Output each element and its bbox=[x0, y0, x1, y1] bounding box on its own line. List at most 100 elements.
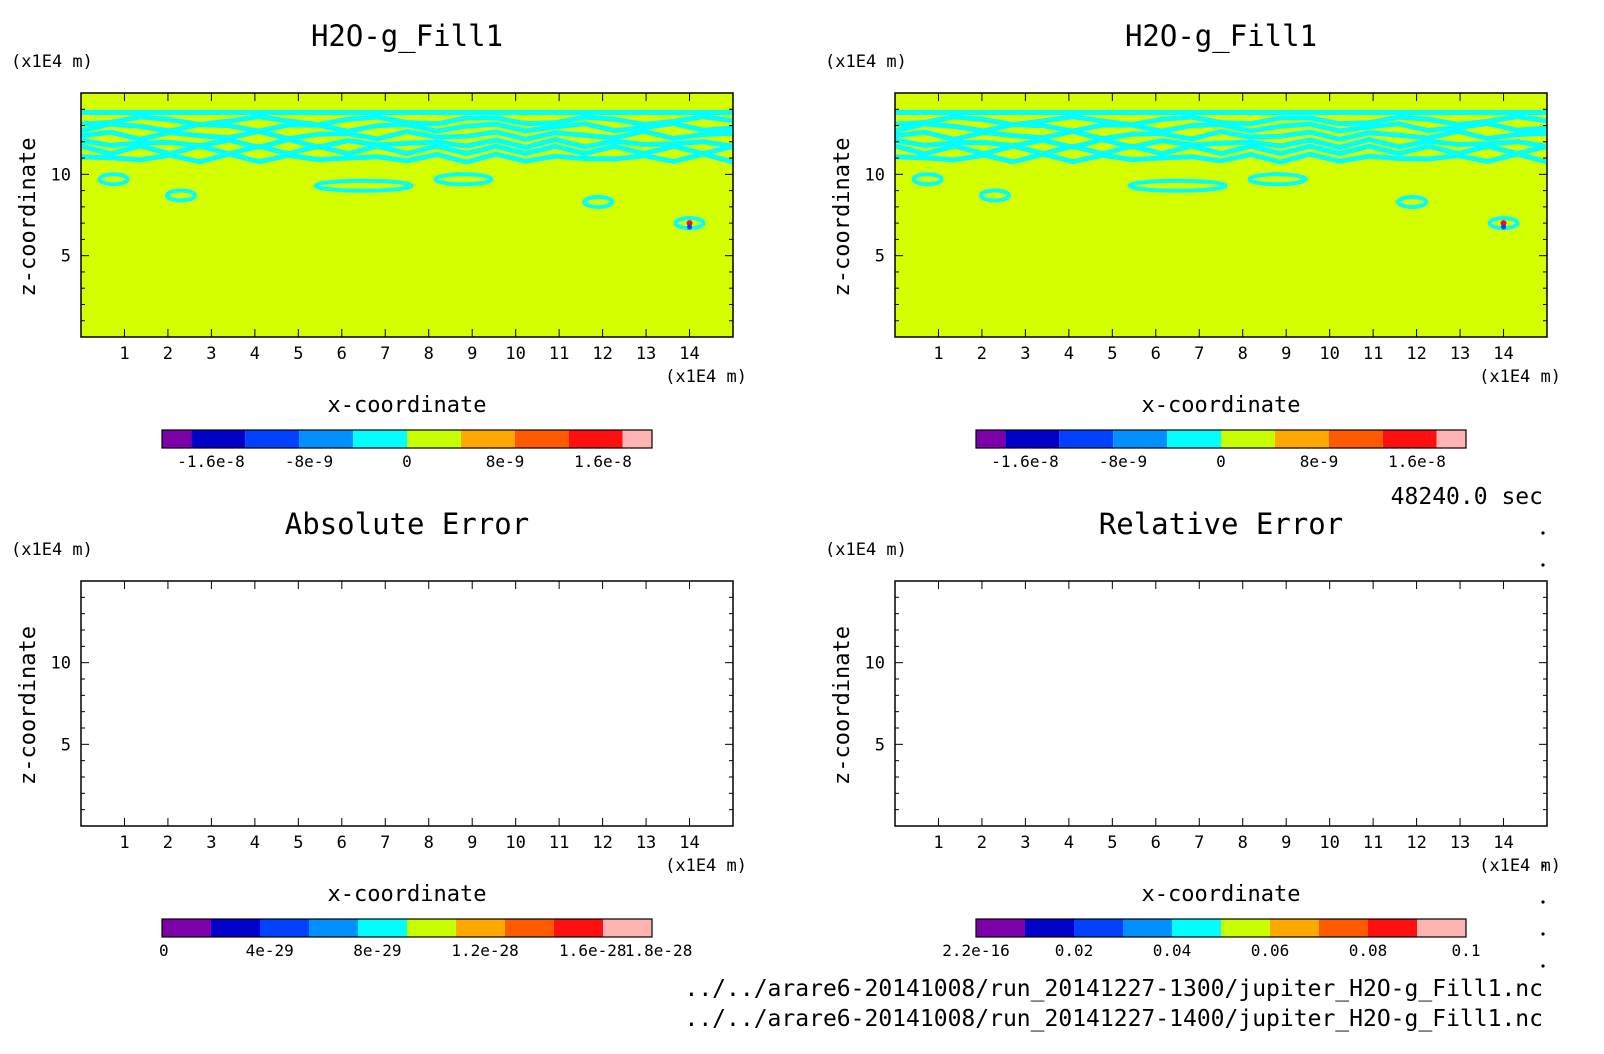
x-tick-label: 11 bbox=[549, 833, 569, 853]
x-tick-label: 10 bbox=[1319, 833, 1339, 853]
colorbar-swatch bbox=[299, 430, 354, 448]
colorbar: 2.2e-16 0.02 0.04 0.06 0.08 0.1 bbox=[942, 918, 1481, 960]
colorbar-swatch bbox=[1123, 919, 1172, 937]
colorbar-label: 0.1 bbox=[1452, 941, 1481, 960]
contour-bands bbox=[80, 110, 734, 165]
contour-feature bbox=[164, 188, 197, 203]
colorbar-swatch bbox=[1221, 919, 1270, 937]
colorbar-swatch bbox=[1059, 430, 1114, 448]
contour-line bbox=[894, 128, 1548, 142]
contour-feature bbox=[313, 178, 414, 193]
y-unit-label: (x1E4 m) bbox=[11, 52, 93, 72]
panel-2: H2O-g_Fill1(x1E4 m)1 2 3 4 5 6 7 8 9 10 11 12 13 1451… bbox=[825, 19, 1561, 471]
x-tick-label: 10 bbox=[505, 833, 525, 853]
contour-line bbox=[80, 136, 734, 150]
file-path-1: ../../arare6-20141008/run_20141227-1300/… bbox=[684, 976, 1543, 1002]
x-tick-label: 1 bbox=[119, 344, 129, 364]
y-unit-label: (x1E4 m) bbox=[825, 52, 907, 72]
colorbar-swatch bbox=[1274, 430, 1329, 448]
colorbar-swatch bbox=[309, 919, 358, 937]
plot-title: H2O-g_Fill1 bbox=[1125, 19, 1317, 54]
time-label: 48240.0 sec bbox=[1391, 484, 1543, 510]
colorbar-label: -1.6e-8 bbox=[991, 452, 1058, 471]
x-tick-label: 11 bbox=[549, 344, 569, 364]
x-axis-title: x-coordinate bbox=[1142, 393, 1301, 418]
x-tick-label: 12 bbox=[1406, 833, 1426, 853]
x-tick-label: 12 bbox=[1406, 344, 1426, 364]
y-axis-title: z-coordinate bbox=[16, 626, 41, 785]
x-tick-label: 5 bbox=[293, 344, 303, 364]
contour-feature bbox=[911, 172, 944, 187]
y-tick-label: 10 bbox=[51, 165, 71, 185]
x-tick-label: 3 bbox=[206, 833, 216, 853]
contour-bands bbox=[894, 110, 1548, 165]
colorbar-swatch bbox=[260, 919, 309, 937]
plot-title: Relative Error bbox=[1099, 507, 1343, 541]
x-tick-label: 1 bbox=[933, 833, 943, 853]
colorbar-label: 1.2e-28 bbox=[451, 941, 518, 960]
y-tick-label: 5 bbox=[61, 735, 71, 755]
colorbar-swatch bbox=[568, 430, 623, 448]
x-axis-title: x-coordinate bbox=[1142, 882, 1301, 907]
x-tick-label: 14 bbox=[679, 344, 699, 364]
x-tick-label: 13 bbox=[636, 833, 656, 853]
x-tick-label: 2 bbox=[163, 344, 173, 364]
colorbar-swatch bbox=[622, 430, 652, 448]
x-axis-title: x-coordinate bbox=[328, 882, 487, 907]
x-tick-label: 9 bbox=[467, 833, 477, 853]
colorbar-frame bbox=[161, 429, 653, 449]
x-tick-label: 14 bbox=[1493, 833, 1513, 853]
panel-1: H2O-g_Fill1(x1E4 m)1 2 3 4 5 6 7 8 9 10 11 12 13 1451… bbox=[11, 19, 747, 471]
colorbar-label: 2.2e-16 bbox=[942, 941, 1009, 960]
x-tick-label: 11 bbox=[1363, 344, 1383, 364]
dot-mark bbox=[1541, 932, 1545, 936]
colorbar-label: 0 bbox=[1216, 452, 1226, 471]
contour-features bbox=[97, 172, 706, 231]
x-unit-label: (x1E4 m) bbox=[665, 367, 747, 387]
contour-line bbox=[80, 151, 734, 165]
y-tick-label: 10 bbox=[51, 654, 71, 674]
contour-line bbox=[80, 128, 734, 142]
colorbar-label: 1.6e-8 bbox=[574, 452, 632, 471]
feature-trough bbox=[1501, 224, 1507, 230]
x-tick-label: 8 bbox=[1238, 833, 1248, 853]
colorbar-swatch bbox=[358, 919, 407, 937]
contour-features bbox=[911, 172, 1520, 231]
x-tick-label: 2 bbox=[977, 344, 987, 364]
x-tick-label: 2 bbox=[163, 833, 173, 853]
x-tick-label: 4 bbox=[1064, 344, 1074, 364]
colorbar-label: 8e-9 bbox=[1300, 452, 1339, 471]
colorbar-label: 0.06 bbox=[1251, 941, 1290, 960]
colorbar-label: -8e-9 bbox=[285, 452, 333, 471]
plot-title: H2O-g_Fill1 bbox=[311, 19, 503, 54]
dot-mark bbox=[1541, 864, 1545, 868]
colorbar-label: 0.08 bbox=[1349, 941, 1388, 960]
x-unit-label: (x1E4 m) bbox=[1479, 367, 1561, 387]
x-tick-label: 5 bbox=[1107, 344, 1117, 364]
colorbar-swatch bbox=[1319, 919, 1368, 937]
x-tick-label: 3 bbox=[1020, 344, 1030, 364]
x-tick-label: 10 bbox=[505, 344, 525, 364]
x-tick-label: 7 bbox=[1194, 344, 1204, 364]
contour-line bbox=[894, 143, 1548, 157]
y-axis-title: z-coordinate bbox=[830, 138, 855, 297]
contour-feature bbox=[97, 172, 130, 187]
x-tick-label: 11 bbox=[1363, 833, 1383, 853]
colorbar: -1.6e-8 -8e-9 0 8e-9 1.6e-8 bbox=[975, 429, 1467, 471]
x-tick-label: 3 bbox=[206, 344, 216, 364]
contour-feature bbox=[433, 172, 494, 187]
colorbar-label: 1.6e-28 bbox=[559, 941, 626, 960]
x-tick-label: 9 bbox=[1281, 833, 1291, 853]
x-tick-label: 5 bbox=[293, 833, 303, 853]
dot-marks bbox=[1541, 531, 1545, 968]
x-tick-label: 14 bbox=[679, 833, 699, 853]
contour-line bbox=[894, 120, 1548, 134]
colorbar-swatch bbox=[1417, 919, 1466, 937]
colorbar-swatch bbox=[456, 919, 505, 937]
colorbar-swatch bbox=[1113, 430, 1168, 448]
x-tick-label: 12 bbox=[592, 344, 612, 364]
x-tick-label: 8 bbox=[424, 344, 434, 364]
x-axis-title: x-coordinate bbox=[328, 393, 487, 418]
plot-frame bbox=[80, 92, 734, 338]
